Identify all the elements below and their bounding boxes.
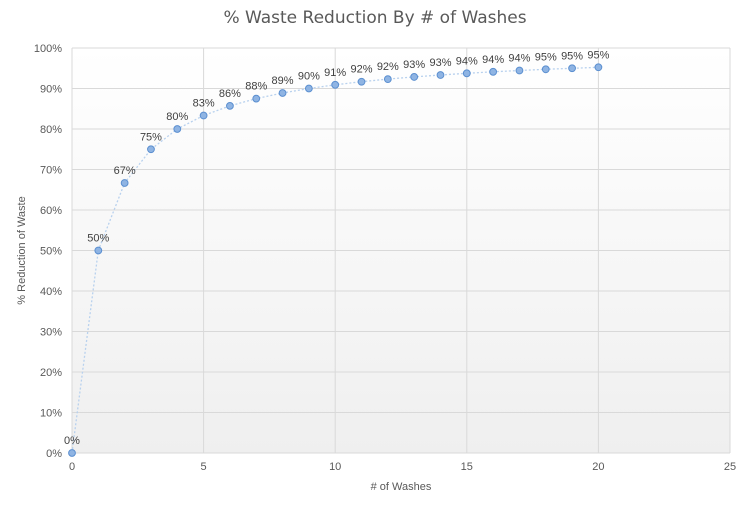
data-point — [594, 63, 603, 72]
data-label: 90% — [298, 71, 320, 83]
y-tick-label: 70% — [40, 165, 62, 177]
data-label: 50% — [87, 233, 109, 245]
x-tick-label: 10 — [329, 461, 341, 473]
data-point — [278, 89, 287, 97]
y-tick-label: 80% — [40, 124, 62, 136]
y-tick-label: 30% — [40, 327, 62, 339]
data-point — [147, 145, 155, 154]
x-tick-label: 25 — [724, 461, 736, 473]
y-tick-label: 20% — [40, 367, 62, 379]
data-label: 95% — [535, 51, 557, 63]
data-label: 95% — [561, 50, 583, 62]
data-point — [226, 101, 234, 110]
data-label: 80% — [166, 111, 188, 123]
data-label: 94% — [482, 54, 504, 66]
data-label: 93% — [429, 57, 451, 69]
data-label: 94% — [456, 55, 478, 67]
data-point — [357, 77, 366, 86]
x-tick-label: 5 — [201, 461, 207, 473]
data-label: 91% — [324, 67, 346, 79]
data-point — [489, 67, 498, 76]
data-point — [436, 71, 445, 79]
data-label: 94% — [508, 53, 530, 65]
data-label: 67% — [114, 165, 136, 177]
data-point — [252, 94, 261, 103]
data-label: 75% — [140, 131, 162, 143]
data-point — [568, 64, 576, 73]
data-label: 92% — [377, 61, 399, 73]
y-tick-label: 0% — [46, 448, 62, 460]
data-label: 92% — [351, 64, 373, 76]
data-label: 88% — [245, 81, 267, 93]
y-tick-label: 90% — [40, 84, 62, 96]
data-point — [515, 66, 524, 75]
chart-title: % Waste Reduction By # of Washes — [223, 8, 527, 28]
data-label: 95% — [587, 49, 609, 61]
data-label: 89% — [272, 75, 294, 87]
data-point — [94, 246, 103, 255]
data-point — [410, 73, 419, 81]
y-tick-label: 60% — [40, 205, 62, 217]
data-point — [173, 125, 182, 133]
data-point — [462, 69, 471, 78]
data-point — [383, 75, 392, 84]
y-tick-label: 10% — [40, 408, 62, 420]
data-label: 86% — [219, 88, 241, 100]
x-tick-label: 0 — [69, 461, 75, 473]
y-tick-label: 40% — [40, 286, 62, 298]
data-point — [331, 80, 340, 89]
y-tick-label: 50% — [40, 246, 62, 258]
data-label: 0% — [64, 435, 80, 447]
data-point — [199, 111, 208, 120]
y-axis-title: % Reduction of Waste — [16, 196, 28, 304]
data-label: 83% — [193, 98, 215, 110]
x-tick-label: 20 — [592, 461, 604, 473]
data-label: 93% — [403, 59, 425, 71]
y-tick-label: 100% — [34, 43, 62, 55]
x-tick-label: 15 — [461, 461, 473, 473]
data-point — [68, 449, 76, 457]
data-point — [304, 84, 313, 93]
data-point — [120, 179, 129, 187]
x-axis-title: # of Washes — [371, 481, 432, 493]
data-point — [541, 65, 550, 74]
